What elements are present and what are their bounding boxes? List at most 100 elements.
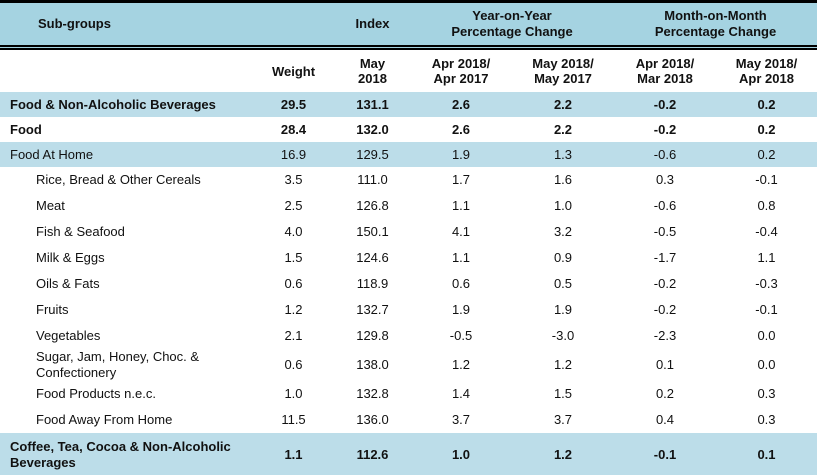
row-value: -1.7 [614,245,716,271]
row-label: Coffee, Tea, Cocoa & Non-Alcoholic Bever… [0,433,252,475]
table-row: Meat 2.5 126.8 1.1 1.0 -0.6 0.8 [0,193,817,219]
row-value: 0.6 [252,349,335,381]
row-value: 1.2 [512,433,614,475]
row-value: -0.1 [614,433,716,475]
row-value: 1.5 [252,245,335,271]
row-value: 0.8 [716,193,817,219]
table-row: Sugar, Jam, Honey, Choc. & Confectionery… [0,349,817,381]
header-row-groups: Sub-groups Index Year-on-Year Percentage… [0,1,817,50]
row-value: -0.6 [614,142,716,167]
mom-header: Month-on-Month Percentage Change [614,1,817,50]
row-label: Sugar, Jam, Honey, Choc. & Confectionery [0,349,252,381]
row-value: 132.7 [335,297,410,323]
row-value: 111.0 [335,167,410,193]
row-value: -0.2 [614,92,716,117]
row-value: -0.2 [614,271,716,297]
row-value: 138.0 [335,349,410,381]
row-value: 1.1 [252,433,335,475]
row-value: 1.2 [252,297,335,323]
table-row: Oils & Fats 0.6 118.9 0.6 0.5 -0.2 -0.3 [0,271,817,297]
row-value: 0.0 [716,323,817,349]
row-value: -0.6 [614,193,716,219]
row-value: 0.0 [716,349,817,381]
row-value: 1.5 [512,381,614,407]
row-value: 1.7 [410,167,512,193]
row-label: Vegetables [0,323,252,349]
row-value: -3.0 [512,323,614,349]
row-value: 1.4 [410,381,512,407]
row-value: 11.5 [252,407,335,433]
row-value: 126.8 [335,193,410,219]
row-value: 29.5 [252,92,335,117]
row-value: -0.1 [716,167,817,193]
row-value: 4.0 [252,219,335,245]
table-row: Fish & Seafood 4.0 150.1 4.1 3.2 -0.5 -0.4 [0,219,817,245]
table-row: Rice, Bread & Other Cereals 3.5 111.0 1.7 1.… [0,167,817,193]
row-value: 0.6 [410,271,512,297]
row-value: 118.9 [335,271,410,297]
index-month-header: May 2018 [335,47,410,92]
row-value: 136.0 [335,407,410,433]
row-label: Milk & Eggs [0,245,252,271]
row-value: 16.9 [252,142,335,167]
row-value: 0.3 [614,167,716,193]
row-value: 4.1 [410,219,512,245]
row-value: 0.2 [716,92,817,117]
row-value: -0.2 [614,117,716,142]
row-label: Food Away From Home [0,407,252,433]
mom-may-header: May 2018/ Apr 2018 [716,47,817,92]
row-value: 1.3 [512,142,614,167]
row-value: 1.9 [410,297,512,323]
row-value: 1.2 [512,349,614,381]
row-value: 131.1 [335,92,410,117]
table-row: Food & Non-Alcoholic Beverages 29.5 131.1 2… [0,92,817,117]
row-value: 112.6 [335,433,410,475]
row-value: 2.6 [410,117,512,142]
row-label: Oils & Fats [0,271,252,297]
yoy-header: Year-on-Year Percentage Change [410,1,614,50]
row-value: 0.2 [716,142,817,167]
row-value: 0.2 [716,117,817,142]
row-value: 3.7 [512,407,614,433]
table-row: Food Away From Home 11.5 136.0 3.7 3.7 0.4 0.3 [0,407,817,433]
row-value: 0.3 [716,407,817,433]
row-value: 3.5 [252,167,335,193]
row-value: 132.8 [335,381,410,407]
row-value: -0.4 [716,219,817,245]
row-value: 0.9 [512,245,614,271]
row-value: 28.4 [252,117,335,142]
row-value: -2.3 [614,323,716,349]
row-value: 0.3 [716,381,817,407]
row-value: -0.5 [410,323,512,349]
row-value: 0.2 [614,381,716,407]
table-body: Food & Non-Alcoholic Beverages 29.5 131.1 2… [0,92,817,475]
row-value: 1.1 [410,193,512,219]
row-value: -0.1 [716,297,817,323]
row-value: 1.0 [512,193,614,219]
row-value: 1.9 [410,142,512,167]
row-value: 0.1 [614,349,716,381]
row-value: 0.1 [716,433,817,475]
row-value: -0.3 [716,271,817,297]
table-header: Sub-groups Index Year-on-Year Percentage… [0,1,817,92]
row-value: 129.5 [335,142,410,167]
index-header: Index [335,1,410,50]
weight-header: Weight [252,47,335,92]
row-value: 2.2 [512,117,614,142]
empty-header-cell [0,47,252,92]
table-row: Coffee, Tea, Cocoa & Non-Alcoholic Bever… [0,433,817,475]
row-value: 2.5 [252,193,335,219]
row-value: 1.1 [716,245,817,271]
mom-apr-header: Apr 2018/ Mar 2018 [614,47,716,92]
subgroups-header: Sub-groups [0,1,335,50]
row-label: Meat [0,193,252,219]
row-value: 129.8 [335,323,410,349]
row-label: Food [0,117,252,142]
row-value: 1.0 [252,381,335,407]
row-value: 1.6 [512,167,614,193]
table-row: Vegetables 2.1 129.8 -0.5 -3.0 -2.3 0.0 [0,323,817,349]
table-row: Food 28.4 132.0 2.6 2.2 -0.2 0.2 [0,117,817,142]
row-label: Rice, Bread & Other Cereals [0,167,252,193]
